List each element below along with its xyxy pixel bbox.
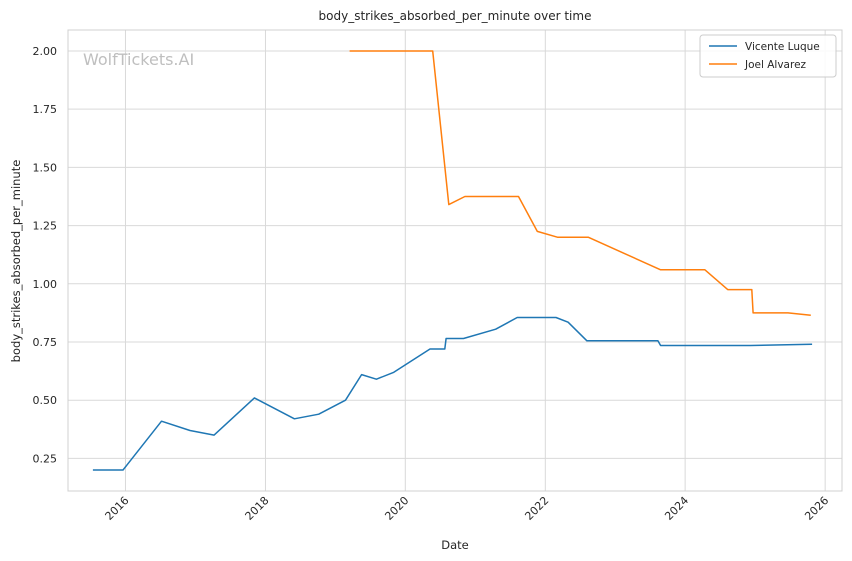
series-line-vicente-luque [92,316,813,471]
x-axis-title: Date [441,538,469,552]
chart-title: body_strikes_absorbed_per_minute over ti… [319,9,592,23]
y-axis-title: body_strikes_absorbed_per_minute [9,160,23,363]
y-tick-label: 2.00 [33,45,58,58]
plot-frame [67,29,843,492]
y-tick-label: 0.75 [33,336,58,349]
y-tick-label: 1.75 [33,103,58,116]
y-tick-label: 0.25 [33,452,58,465]
y-tick-label: 1.00 [33,278,58,291]
legend-label-joel-alvarez: Joel Alvarez [744,59,807,71]
legend: Vicente Luque Joel Alvarez [699,34,837,78]
legend-label-vicente-luque: Vicente Luque [745,41,820,53]
y-tick-label: 1.50 [33,161,58,174]
series-line-joel-alvarez [349,50,811,316]
grid [68,30,842,491]
series-lines [92,50,813,471]
y-tick-label: 0.50 [33,394,58,407]
y-tick-label: 1.25 [33,220,58,233]
watermark: WolfTickets.AI [83,50,194,69]
